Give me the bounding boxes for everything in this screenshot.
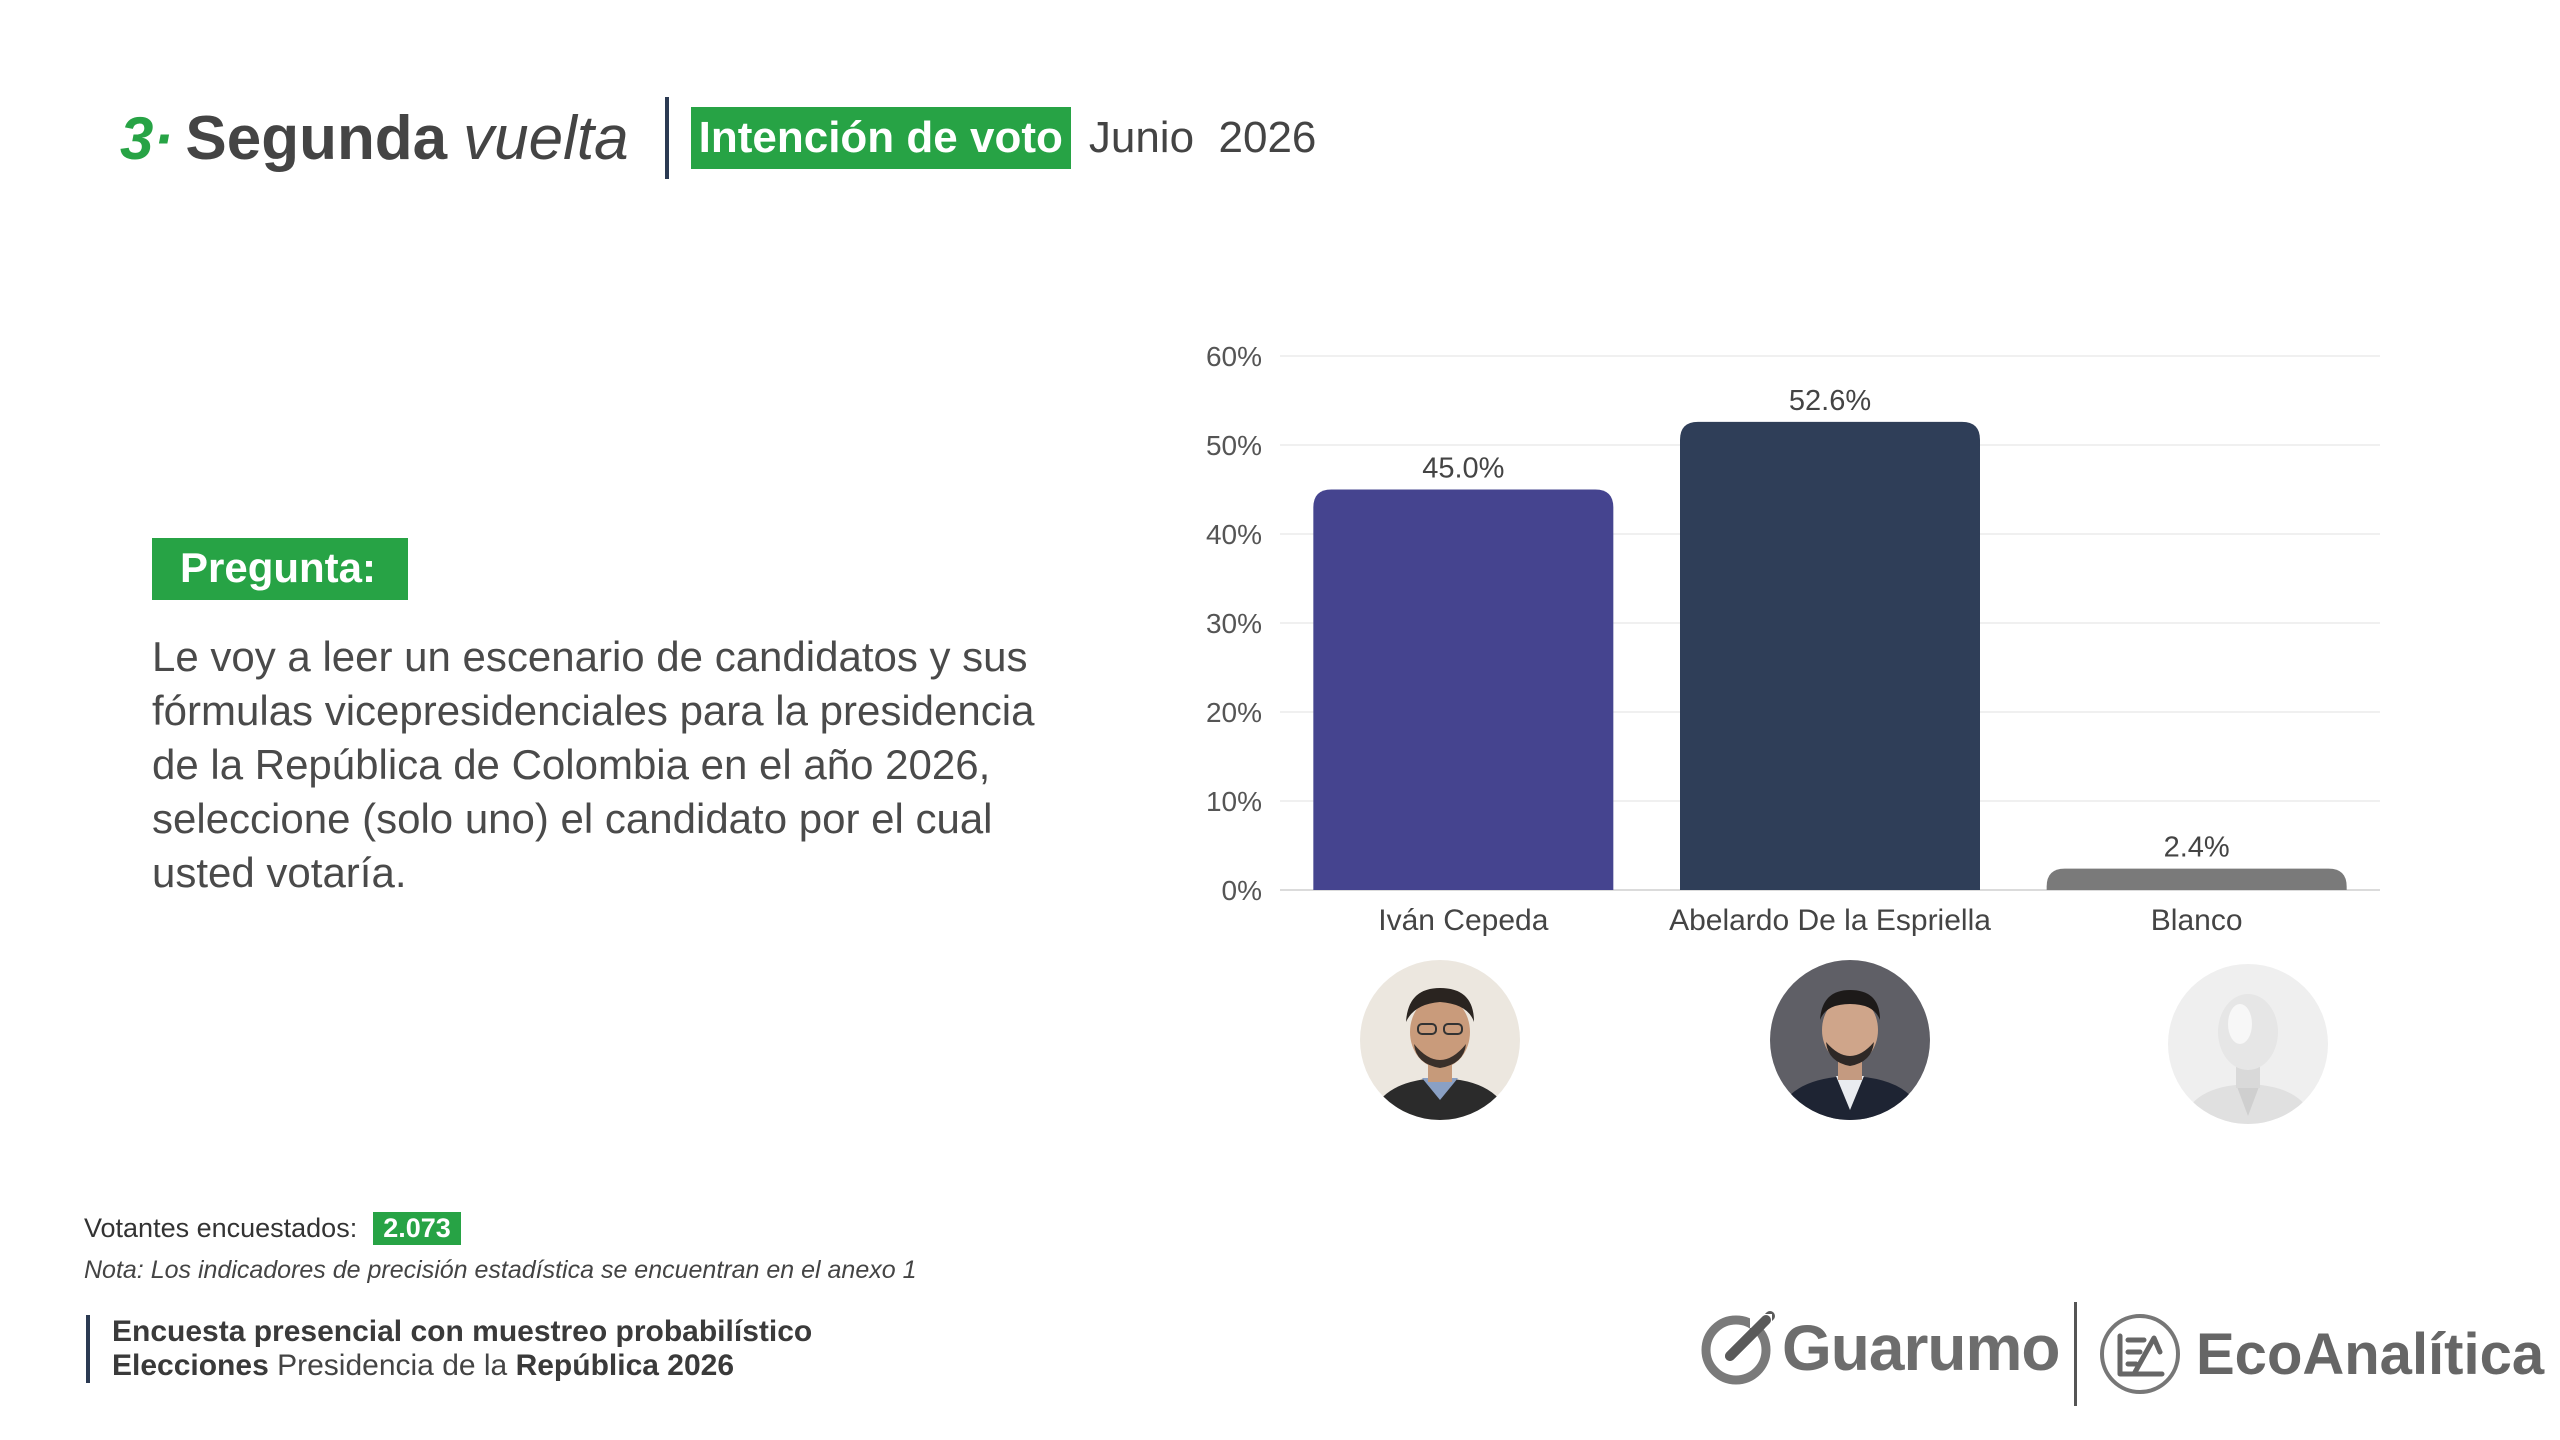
sample-size: Votantes encuestados: 2.073 (84, 1212, 461, 1245)
sample-size-value: 2.073 (373, 1212, 461, 1245)
bar-value-label: 45.0% (1422, 453, 1504, 485)
category-label: Iván Cepeda (1378, 904, 1548, 937)
category-label: Blanco (2151, 904, 2243, 937)
y-tick-label: 40% (1206, 519, 1262, 550)
bar-2 (2046, 868, 2347, 890)
y-tick-label: 10% (1206, 786, 1262, 817)
y-tick-label: 50% (1206, 430, 1262, 461)
bar-1 (1680, 421, 1980, 890)
header-divider (664, 97, 669, 179)
person-photo-icon (1360, 960, 1520, 1120)
bar-value-label: 2.4% (2164, 832, 2230, 864)
slide-header: 3· Segunda vuelta Intención de voto Juni… (120, 88, 1316, 188)
section-title-italic: vuelta (463, 103, 629, 173)
guarumo-mark-icon (1701, 1311, 1775, 1385)
methodology-block: Encuesta presencial con muestreo probabi… (86, 1315, 812, 1383)
topic-badge: Intención de voto (690, 107, 1071, 169)
question-text: Le voy a leer un escenario de candidatos… (152, 633, 1035, 896)
person-photo-icon (1770, 960, 1930, 1120)
methodology-line-1: Encuesta presencial con muestreo probabi… (112, 1315, 813, 1348)
chart-bars: 45.0% 52.6% 2.4% (1313, 385, 2347, 890)
methodology-elecciones: Elecciones (112, 1349, 269, 1382)
section-title-bold: Segunda (185, 103, 448, 173)
chart-y-ticks: 0% 10% 20% 30% 40% 50% 60% (1206, 341, 1262, 906)
ecoanalitica-logo: EcoAnalítica (2098, 1312, 2544, 1396)
y-tick-label: 60% (1206, 341, 1262, 372)
y-tick-label: 0% (1222, 875, 1262, 906)
ecoanalitica-logo-text: EcoAnalítica (2196, 1321, 2545, 1387)
category-label: Abelardo De la Espriella (1669, 904, 1991, 937)
question-label: Pregunta: (152, 538, 409, 600)
bar-value-label: 52.6% (1789, 385, 1871, 417)
section-number: 3· (120, 104, 174, 172)
bar-0 (1313, 489, 1614, 890)
ecoanalitica-mark-icon (2100, 1314, 2180, 1394)
mannequin-icon (2168, 964, 2328, 1124)
logo-divider (2074, 1302, 2077, 1406)
sample-size-label: Votantes encuestados: (84, 1213, 358, 1243)
methodology-republica: República 2026 (515, 1349, 735, 1382)
y-tick-label: 20% (1206, 697, 1262, 728)
chart-categories: Iván Cepeda Abelardo De la Espriella Blanc… (1378, 904, 2242, 937)
precision-note: Nota: Los indicadores de precisión estad… (84, 1256, 917, 1284)
methodology-presidencia: Presidencia de la (268, 1349, 516, 1382)
y-tick-label: 30% (1206, 608, 1262, 639)
guarumo-logo-text: Guarumo (1782, 1312, 2060, 1384)
survey-date: Junio 2026 (1088, 113, 1317, 162)
guarumo-logo: Guarumo (1700, 1310, 2060, 1386)
vote-intention-bar-chart: 0% 10% 20% 30% 40% 50% 60% 45.0% 52.6% 2.4% Iván… (1206, 341, 2380, 937)
